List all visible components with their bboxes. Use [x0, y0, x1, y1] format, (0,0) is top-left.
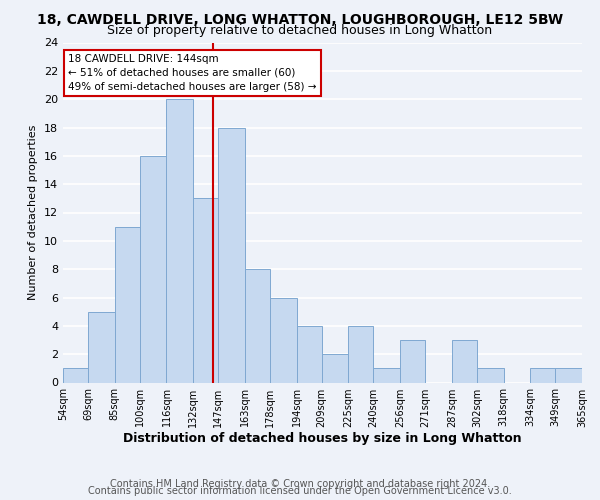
X-axis label: Distribution of detached houses by size in Long Whatton: Distribution of detached houses by size … — [123, 432, 522, 446]
Bar — [373, 368, 400, 382]
Bar — [270, 298, 296, 382]
Text: Contains HM Land Registry data © Crown copyright and database right 2024.: Contains HM Land Registry data © Crown c… — [110, 479, 490, 489]
Bar — [88, 312, 115, 382]
Text: 18 CAWDELL DRIVE: 144sqm
← 51% of detached houses are smaller (60)
49% of semi-d: 18 CAWDELL DRIVE: 144sqm ← 51% of detach… — [68, 54, 317, 92]
Bar — [555, 368, 582, 382]
Bar — [296, 326, 322, 382]
Bar — [245, 269, 270, 382]
Bar — [349, 326, 373, 382]
Bar — [218, 128, 245, 382]
Bar — [140, 156, 166, 382]
Bar — [193, 198, 218, 382]
Text: Size of property relative to detached houses in Long Whatton: Size of property relative to detached ho… — [107, 24, 493, 37]
Bar — [115, 226, 140, 382]
Text: Contains public sector information licensed under the Open Government Licence v3: Contains public sector information licen… — [88, 486, 512, 496]
Bar — [63, 368, 88, 382]
Y-axis label: Number of detached properties: Number of detached properties — [28, 125, 38, 300]
Bar — [530, 368, 555, 382]
Bar — [166, 99, 193, 382]
Text: 18, CAWDELL DRIVE, LONG WHATTON, LOUGHBOROUGH, LE12 5BW: 18, CAWDELL DRIVE, LONG WHATTON, LOUGHBO… — [37, 12, 563, 26]
Bar — [400, 340, 425, 382]
Bar — [322, 354, 349, 382]
Bar — [477, 368, 503, 382]
Bar — [452, 340, 477, 382]
